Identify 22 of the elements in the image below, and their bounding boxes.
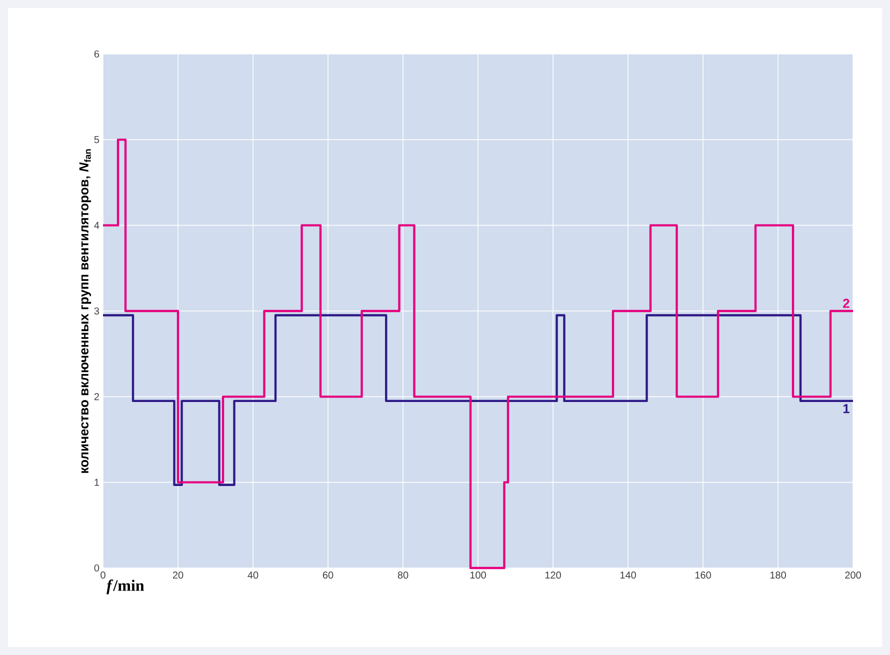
x-tick-label: 40: [248, 572, 258, 579]
x-tick-label: 180: [770, 572, 786, 579]
y-tick-label: 1: [94, 478, 99, 486]
series-label: 2: [843, 298, 850, 308]
series-label: 1: [843, 404, 850, 414]
x-tick-label: 140: [620, 572, 636, 579]
y-tick-label: 2: [94, 393, 99, 400]
y-tick-label: 4: [94, 222, 100, 229]
x-tick-label: 200: [845, 572, 861, 579]
x-tick-label: 100: [470, 572, 486, 579]
y-axis-title: количество включенных групп вентиляторов, N$_{fan}$: [79, 149, 92, 473]
y-tick-label: 5: [94, 136, 100, 144]
x-axis-title: f/min: [106, 580, 144, 594]
y-tick-label: 0: [94, 564, 100, 572]
x-tick-label: 0: [100, 572, 106, 579]
x-tick-label: 160: [695, 572, 711, 579]
y-tick-label: 3: [94, 307, 100, 315]
x-tick-label: 20: [172, 572, 184, 579]
y-tick-label: 6: [94, 50, 100, 58]
x-tick-label: 60: [322, 572, 334, 579]
x-tick-label: 80: [398, 572, 408, 579]
x-tick-label: 120: [545, 572, 561, 579]
